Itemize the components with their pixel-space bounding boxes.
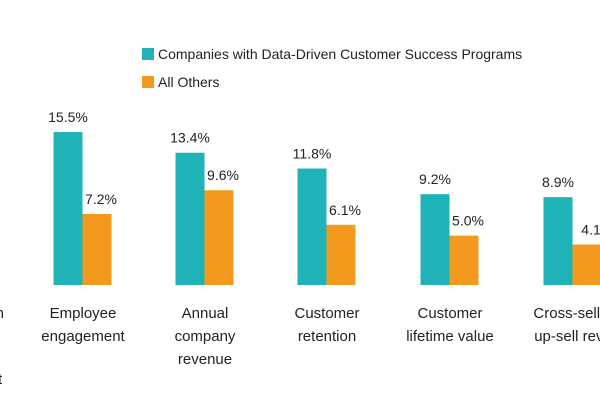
category-label-2-line-2: revenue <box>178 351 232 368</box>
cut-off-text: t <box>0 371 3 388</box>
bar-series-2-cat-2 <box>204 190 234 285</box>
bar-series-2-cat-4 <box>449 235 479 285</box>
category-label-4-line-0: Customer <box>417 305 482 322</box>
legend-swatch-series-2 <box>142 76 154 88</box>
value-label-series-1-cat-1: 15.5% <box>48 109 88 125</box>
category-label-1-line-1: engagement <box>41 328 125 345</box>
bar-series-1-cat-1 <box>53 132 83 285</box>
value-label-series-2-cat-5: 4.1 <box>581 222 600 238</box>
category-label-1-line-0: Employee <box>50 305 117 322</box>
bar-series-2-cat-3 <box>326 224 356 285</box>
bar-series-2-cat-1 <box>82 213 112 285</box>
value-label-series-2-cat-1: 7.2% <box>85 191 117 207</box>
value-label-series-2-cat-3: 6.1% <box>329 202 361 218</box>
value-label-series-2-cat-4: 5.0% <box>452 213 484 229</box>
bar-series-2-cat-5 <box>572 244 600 285</box>
bar-series-1-cat-2 <box>175 152 205 285</box>
category-label-5-line-0: Cross-sell a <box>533 305 600 322</box>
legend-label-series-2: All Others <box>158 74 219 90</box>
category-label-0-line-0: t in <box>0 305 4 322</box>
category-label-3-line-1: retention <box>298 328 356 345</box>
legend: Companies with Data-Driven Customer Succ… <box>142 46 522 90</box>
value-labels-layer: 15.5% 13.4% 11.8% 9.2% 8.9% 7.2% 9.6% 6.1% 5.0% 4… <box>48 109 600 238</box>
bar-series-1-cat-3 <box>297 168 327 285</box>
value-label-series-1-cat-2: 13.4% <box>170 130 210 146</box>
category-label-2-line-0: Annual <box>182 305 229 322</box>
category-label-5-line-1: up-sell reve <box>534 328 600 345</box>
legend-label-series-1: Companies with Data-Driven Customer Succ… <box>158 46 522 62</box>
value-label-series-1-cat-4: 9.2% <box>419 171 451 187</box>
value-label-series-2-cat-2: 9.6% <box>207 167 239 183</box>
legend-swatch-series-1 <box>142 48 154 60</box>
bars-layer <box>53 132 600 285</box>
category-label-3-line-0: Customer <box>294 305 359 322</box>
category-label-4-line-1: lifetime value <box>406 328 494 345</box>
category-label-2-line-1: company <box>175 328 236 345</box>
bar-series-1-cat-4 <box>420 194 450 285</box>
category-labels-layer: t in Employee engagement Annual company reven… <box>0 305 600 368</box>
bar-series-1-cat-5 <box>543 197 573 285</box>
value-label-series-1-cat-5: 8.9% <box>542 174 574 190</box>
value-label-series-1-cat-3: 11.8% <box>293 146 332 162</box>
